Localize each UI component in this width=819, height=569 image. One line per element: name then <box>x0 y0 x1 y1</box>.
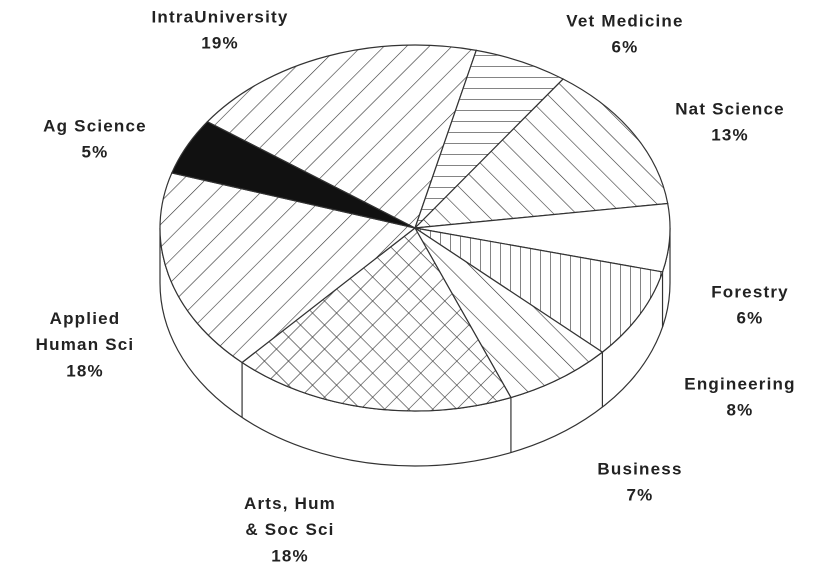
slice-label: Applied Human Sci <box>36 309 135 354</box>
value-label: 6% <box>737 308 764 327</box>
slice-label: Engineering <box>684 374 795 393</box>
value-label: 19% <box>201 33 239 52</box>
label-line: Human Sci <box>36 335 135 354</box>
pie-slice <box>414 227 604 399</box>
pie-slice <box>413 78 669 229</box>
pie-slice <box>170 120 416 229</box>
slice-label: Ag Science <box>43 116 147 135</box>
label-line: Arts, Hum <box>244 494 336 513</box>
label-line: Applied <box>50 309 121 328</box>
pie-slice <box>159 172 417 364</box>
pie-slice <box>206 44 478 229</box>
slice-label: Business <box>597 459 682 478</box>
pie-slice <box>241 227 512 412</box>
value-label: 7% <box>627 485 654 504</box>
value-label: 8% <box>727 400 754 419</box>
slice-label: IntraUniversity <box>151 7 288 26</box>
value-label: 5% <box>82 142 109 161</box>
value-label: 13% <box>711 125 749 144</box>
slice-label: Forestry <box>711 282 789 301</box>
slice-label: Arts, Hum & Soc Sci <box>244 494 336 539</box>
value-label: 18% <box>66 361 104 380</box>
label-line: & Soc Sci <box>245 520 334 539</box>
value-label: 18% <box>271 546 309 565</box>
slice-label: Nat Science <box>675 99 785 118</box>
value-label: 6% <box>612 37 639 56</box>
pie-slice <box>414 227 664 353</box>
slice-label: Vet Medicine <box>566 11 683 30</box>
